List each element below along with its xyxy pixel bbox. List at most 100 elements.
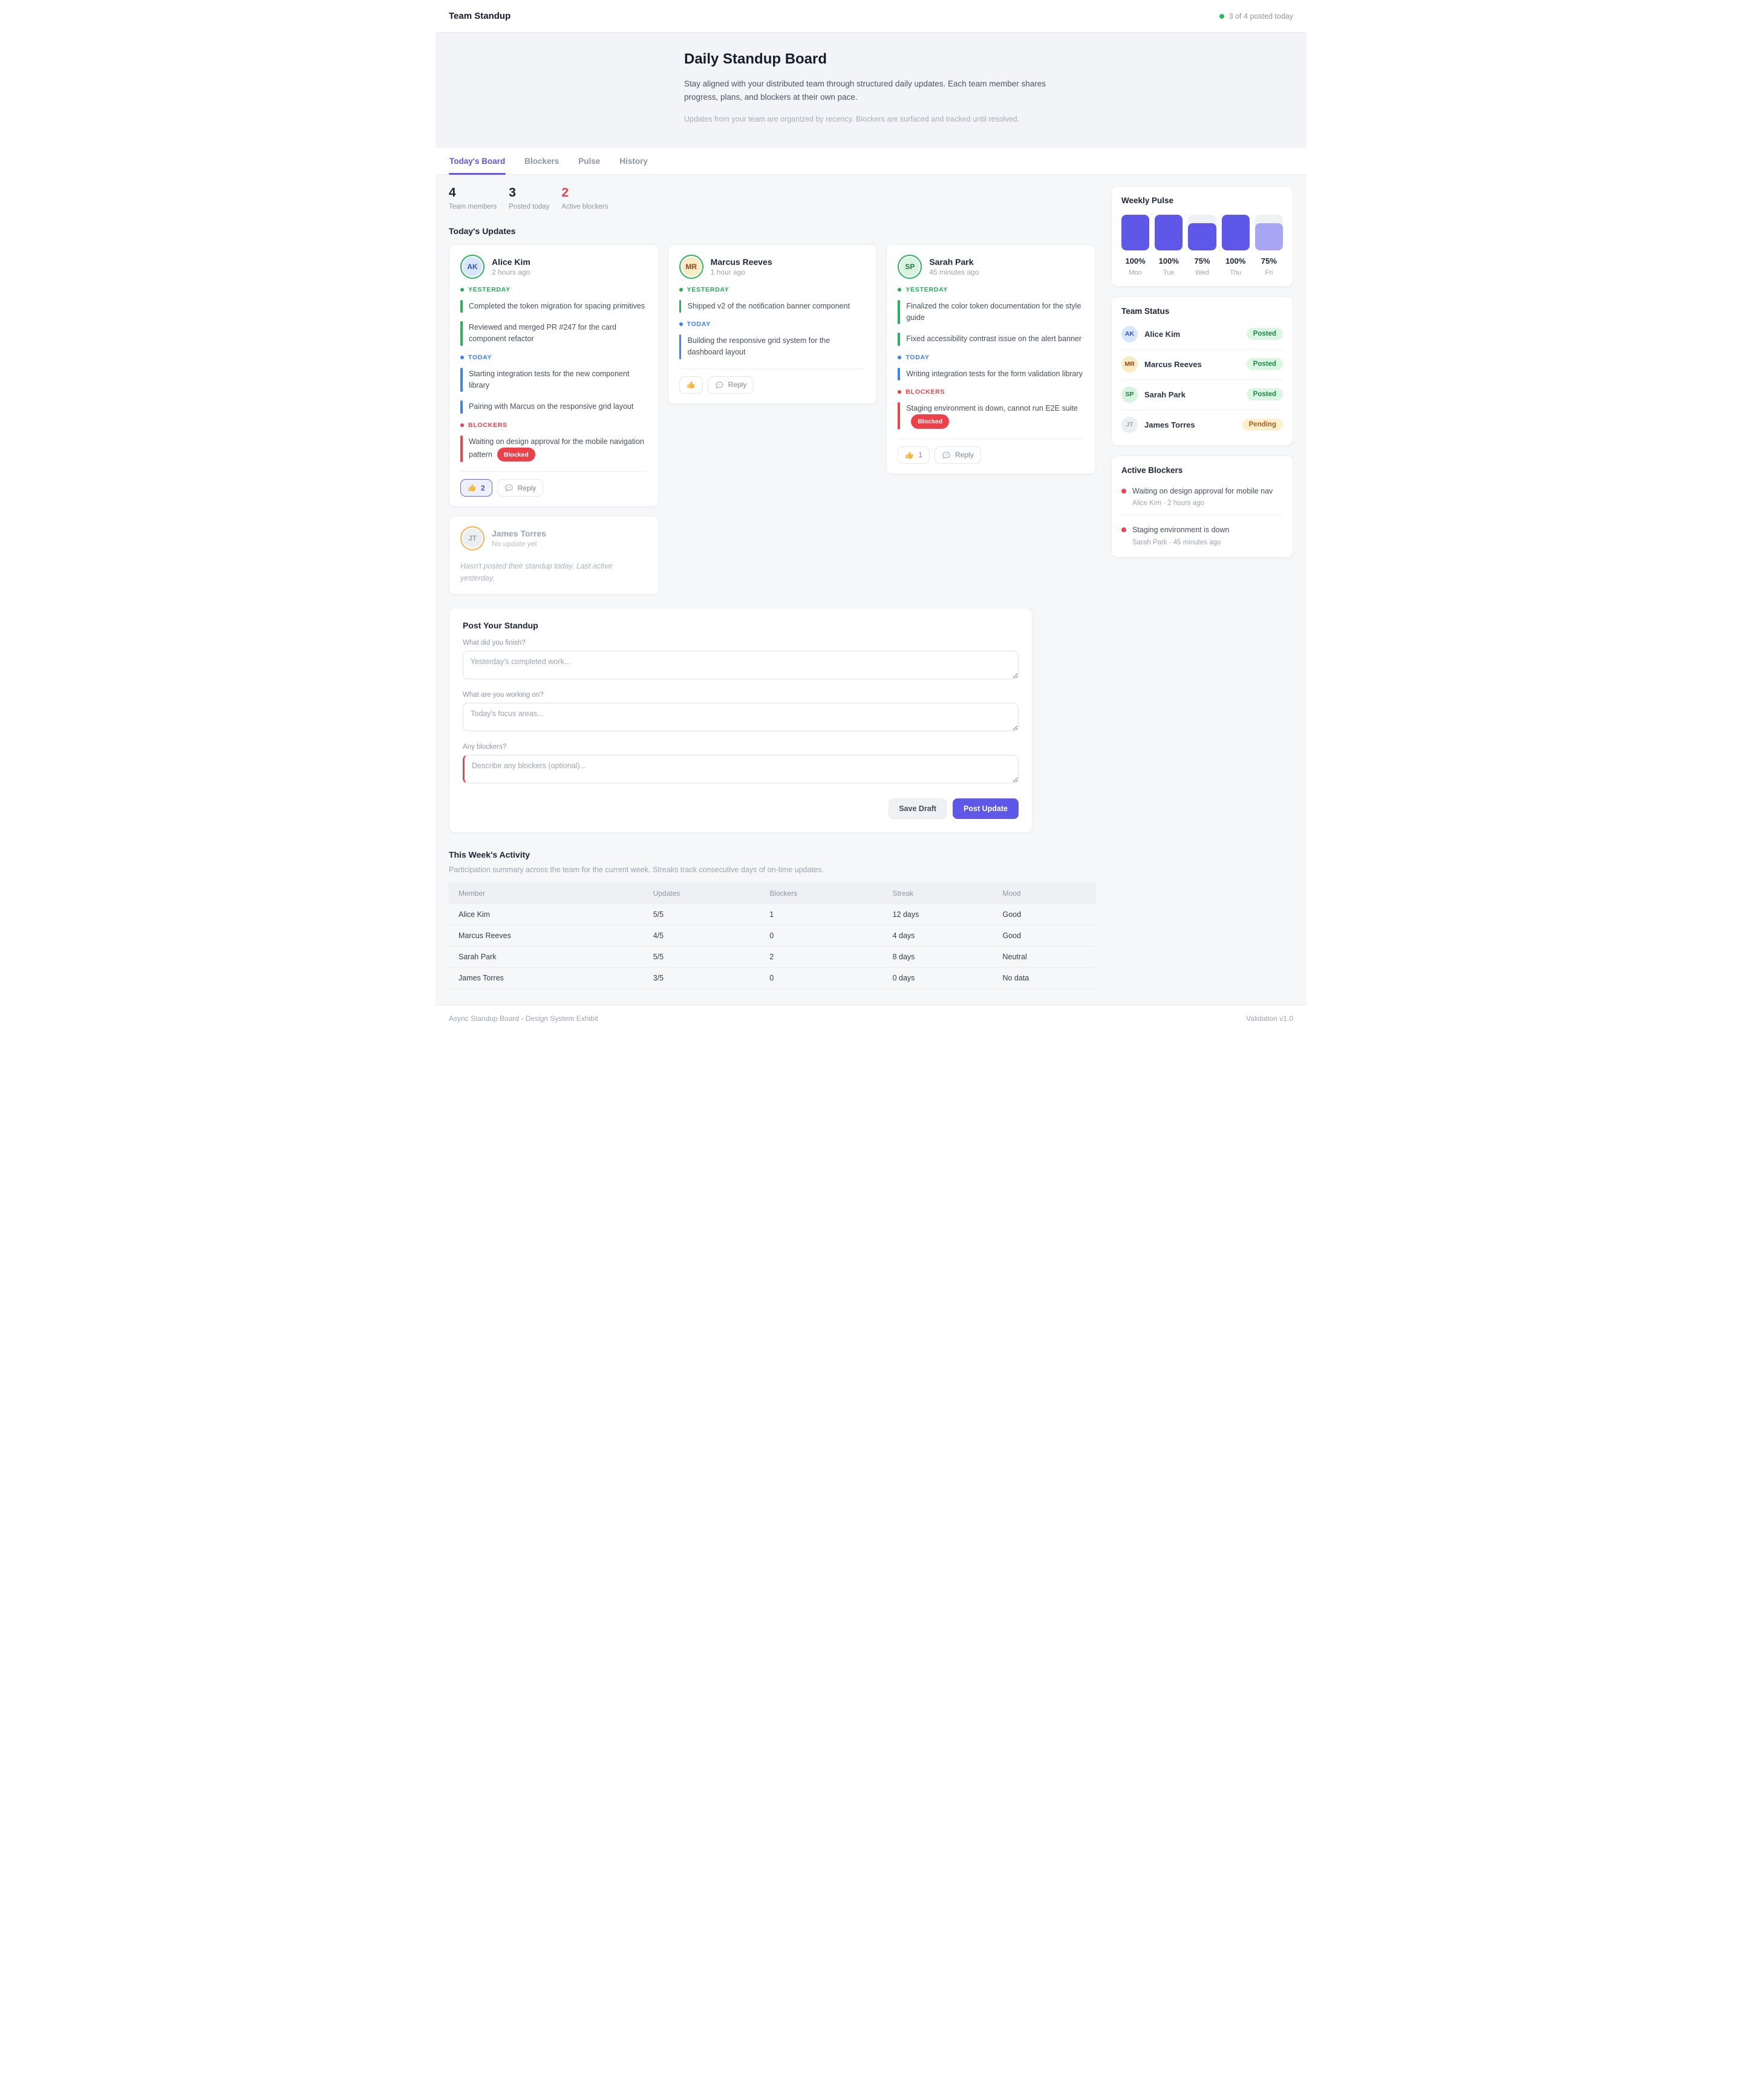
sidebar: Weekly Pulse 100% Mon 100% Tue 75% Wed 100% Thu… — [1111, 185, 1293, 568]
working-on-input[interactable] — [463, 703, 1019, 732]
update-item: Writing integration tests for the form v… — [898, 367, 1085, 381]
update-item-text: Shipped v2 of the notification banner co… — [687, 301, 850, 310]
cell-updates: 5/5 — [649, 946, 766, 968]
avatar-ring: SP — [898, 254, 922, 279]
blocked-badge: Blocked — [911, 414, 950, 429]
posted-status: 3 of 4 posted today — [1219, 12, 1293, 21]
status-badge: Posted — [1246, 328, 1283, 341]
table-row-sarah-park: Sarah Park 5/5 2 8 days Neutral — [449, 946, 1096, 968]
pulse-bar-track — [1121, 214, 1150, 250]
update-time: 2 hours ago — [492, 267, 530, 276]
column-header-streak: Streak — [889, 882, 999, 905]
activity-subtitle: Participation summary across the team fo… — [449, 866, 824, 875]
avatar-ring: MR — [679, 254, 703, 279]
member-identity: Alice Kim 2 hours ago — [492, 257, 530, 276]
thumbs-up-reaction-button[interactable]: 1 — [898, 446, 930, 464]
cell-member: Marcus Reeves — [449, 925, 650, 947]
reply-button[interactable]: Reply — [707, 376, 754, 394]
tab-history[interactable]: History — [619, 148, 648, 174]
cell-updates: 5/5 — [649, 904, 766, 926]
pulse-day-label: Fri — [1265, 269, 1273, 276]
tab-blockers[interactable]: Blockers — [524, 148, 559, 174]
cell-streak: 4 days — [889, 925, 999, 947]
section-label-text: TODAY — [687, 320, 711, 328]
pulse-bar-fri: 75% Fri — [1254, 214, 1284, 276]
blocker-dot-icon — [1121, 488, 1126, 494]
reactions-row: 2 Reply — [460, 471, 647, 497]
section-label-today: TODAY — [679, 321, 866, 328]
update-item: Reviewed and merged PR #247 for the card… — [460, 321, 647, 347]
tab-today-s-board[interactable]: Today's Board — [449, 148, 506, 175]
hero: Daily Standup Board Stay aligned with yo… — [436, 33, 1306, 148]
reply-button[interactable]: Reply — [497, 479, 544, 497]
section-label-yesterday: YESTERDAY — [679, 286, 866, 293]
table-row-marcus-reeves: Marcus Reeves 4/5 0 4 days Good — [449, 925, 1096, 947]
stat-team-members: 4 Team members — [449, 186, 497, 210]
activity-header-row: Member Updates Blockers Streak Mood — [449, 882, 1096, 905]
stat-value: 2 — [561, 185, 569, 200]
page-note: Updates from your team are organized by … — [684, 114, 1020, 123]
pending-update-card: JT James Torres No update yet Hasn't pos… — [449, 516, 659, 595]
section-label-blocker: BLOCKERS — [460, 422, 647, 429]
thumbs-up-reaction-button[interactable] — [679, 376, 703, 394]
cell-member: Sarah Park — [449, 946, 650, 968]
blockers-input[interactable] — [463, 755, 1019, 784]
footer: Async Standup Board - Design System Exhi… — [436, 1005, 1306, 1039]
section-label-text: TODAY — [468, 353, 492, 361]
section-dot-icon — [460, 423, 464, 427]
blocker-meta: Sarah Park · 45 minutes ago — [1132, 539, 1221, 547]
standup-card-sarah-park: SP Sarah Park 45 minutes ago YESTERDAY Final… — [886, 244, 1097, 474]
update-time: No update yet — [492, 540, 537, 549]
active-blocker-item: Waiting on design approval for mobile na… — [1121, 483, 1283, 515]
post-update-button[interactable]: Post Update — [953, 798, 1019, 820]
reactions-row: 1 Reply — [898, 438, 1085, 464]
update-item: Completed the token migration for spacin… — [460, 299, 647, 313]
reply-bubble-icon — [505, 484, 513, 492]
thumbs-up-icon — [905, 451, 913, 458]
column-header-mood: Mood — [999, 882, 1096, 905]
section-dot-icon — [898, 287, 902, 292]
status-badge: Pending — [1242, 419, 1283, 431]
save-draft-button[interactable]: Save Draft — [889, 798, 947, 820]
section-label-text: BLOCKERS — [468, 421, 507, 429]
member-name: James Torres — [1144, 420, 1195, 429]
update-item: Pairing with Marcus on the responsive gr… — [460, 400, 647, 414]
pulse-day-label: Tue — [1163, 269, 1175, 276]
pulse-day-label: Wed — [1195, 269, 1209, 276]
update-item: Fixed accessibility contrast issue on th… — [898, 332, 1085, 347]
reply-button[interactable]: Reply — [935, 446, 981, 464]
update-item: Shipped v2 of the notification banner co… — [679, 299, 866, 313]
stat-active-blockers: 2 Active blockers — [561, 186, 608, 210]
stat-value: 4 — [449, 185, 456, 200]
avatar-ring: JT — [460, 526, 484, 551]
finished-input[interactable] — [463, 651, 1019, 680]
stat-posted-today: 3 Posted today — [509, 186, 549, 210]
update-item-text: Building the responsive grid system for … — [687, 336, 830, 357]
section-label-text: YESTERDAY — [687, 285, 729, 293]
blocked-badge: Blocked — [497, 448, 535, 462]
activity-table: Member Updates Blockers Streak Mood Alice Ki… — [449, 882, 1096, 990]
avatar: AK — [463, 256, 482, 276]
card-header: AK Alice Kim 2 hours ago — [460, 254, 647, 279]
reaction-count: 1 — [918, 451, 923, 460]
pulse-bar-tue: 100% Tue — [1155, 214, 1183, 276]
member-name: Sarah Park — [1144, 390, 1186, 399]
thumbs-up-reaction-button[interactable]: 2 — [460, 479, 492, 497]
blocker-body: Waiting on design approval for mobile na… — [1132, 486, 1273, 507]
cell-member: Alice Kim — [449, 904, 650, 926]
stat-label: Posted today — [509, 203, 550, 210]
cell-blockers: 1 — [766, 904, 889, 926]
cell-blockers: 0 — [766, 925, 889, 947]
tab-bar: Today's Board Blockers Pulse History — [436, 148, 1306, 175]
team-status-card: Team Status AK Alice Kim Posted MR Marcus Re… — [1111, 296, 1293, 446]
pulse-bar-mon: 100% Mon — [1121, 214, 1150, 276]
cell-mood: Good — [999, 925, 1096, 947]
reply-label: Reply — [728, 380, 747, 390]
thumbs-up-icon — [468, 484, 476, 492]
avatar: MR — [1121, 356, 1138, 373]
pulse-value: 100% — [1225, 256, 1246, 266]
page-description: Stay aligned with your distributed team … — [684, 79, 1046, 102]
tab-pulse[interactable]: Pulse — [578, 148, 601, 174]
section-label-blocker: BLOCKERS — [898, 388, 1085, 396]
cell-mood: Neutral — [999, 946, 1096, 968]
